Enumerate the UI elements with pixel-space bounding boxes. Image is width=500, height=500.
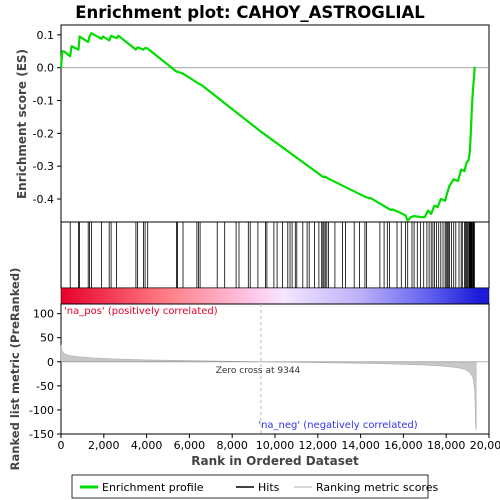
neg-correlated-label: 'na_neg' (negatively correlated) bbox=[258, 420, 417, 431]
hit-marks-group bbox=[60, 222, 475, 288]
legend-label-metric: Ranking metric scores bbox=[316, 481, 438, 494]
legend-label-enrichment: Enrichment profile bbox=[102, 481, 204, 494]
x-axis-label: Rank in Ordered Dataset bbox=[191, 454, 359, 468]
metric-y-ticks: -150 -100 -50 0 50 100 bbox=[29, 308, 61, 441]
metric-y-tick-label: -150 bbox=[29, 428, 54, 441]
es-y-axis-label: Enrichment score (ES) bbox=[15, 49, 29, 199]
legend-label-hits: Hits bbox=[258, 481, 280, 494]
metric-y-tick-label: 0 bbox=[47, 356, 54, 369]
pos-correlated-label: 'na_pos' (positively correlated) bbox=[64, 306, 218, 317]
es-y-tick-label: 0.0 bbox=[37, 62, 55, 75]
x-tick-label: 18,000 bbox=[427, 439, 466, 452]
metric-y-axis-label: Ranked list metric (PreRanked) bbox=[8, 268, 22, 471]
legend: Enrichment profile Hits Ranking metric s… bbox=[71, 474, 438, 499]
es-panel: -0.4 -0.3 -0.2 -0.1 0.0 0.1 bbox=[33, 24, 490, 223]
rank-color-band bbox=[60, 287, 490, 305]
es-y-tick-label: -0.3 bbox=[33, 160, 54, 173]
metric-area-group bbox=[60, 344, 489, 430]
x-tick-label: 6,000 bbox=[174, 439, 206, 452]
zero-cross-label: Zero cross at 9344 bbox=[216, 366, 301, 376]
x-tick-label: 10,000 bbox=[256, 439, 295, 452]
x-tick-label: 12,000 bbox=[299, 439, 338, 452]
x-tick-label: 0 bbox=[58, 439, 65, 452]
metric-y-tick-label: -100 bbox=[29, 404, 54, 417]
x-tick-label: 8,000 bbox=[216, 439, 248, 452]
es-y-tick-label: -0.1 bbox=[33, 95, 54, 108]
x-tick-label: 16,000 bbox=[384, 439, 423, 452]
hits-panel bbox=[60, 221, 490, 289]
hits-plot-area bbox=[60, 221, 490, 289]
metric-y-tick-label: 50 bbox=[40, 332, 54, 345]
chart-title: Enrichment plot: CAHOY_ASTROGLIAL bbox=[75, 3, 425, 22]
x-ticks: 0 2,000 4,000 6,000 8,000 10,000 12,000 14,000 1… bbox=[58, 434, 500, 452]
es-y-tick-label: -0.4 bbox=[33, 193, 54, 206]
es-curve-group bbox=[59, 32, 476, 222]
metric-y-tick-label: 100 bbox=[33, 308, 54, 321]
es-curve-line bbox=[59, 32, 476, 222]
es-plot-area bbox=[60, 24, 490, 223]
metric-area bbox=[60, 344, 477, 430]
x-tick-label: 20,000 bbox=[470, 439, 500, 452]
x-tick-label: 4,000 bbox=[131, 439, 163, 452]
metric-y-tick-label: -50 bbox=[36, 380, 54, 393]
es-y-tick-label: 0.1 bbox=[37, 29, 55, 42]
x-tick-label: 14,000 bbox=[341, 439, 380, 452]
es-y-ticks: -0.4 -0.3 -0.2 -0.1 0.0 0.1 bbox=[33, 29, 61, 206]
metric-plot-area bbox=[60, 303, 490, 435]
es-y-tick-label: -0.2 bbox=[33, 127, 54, 140]
metric-panel: -150 -100 -50 0 50 100 'na_pos' (positively c… bbox=[29, 303, 490, 441]
x-tick-label: 2,000 bbox=[88, 439, 120, 452]
